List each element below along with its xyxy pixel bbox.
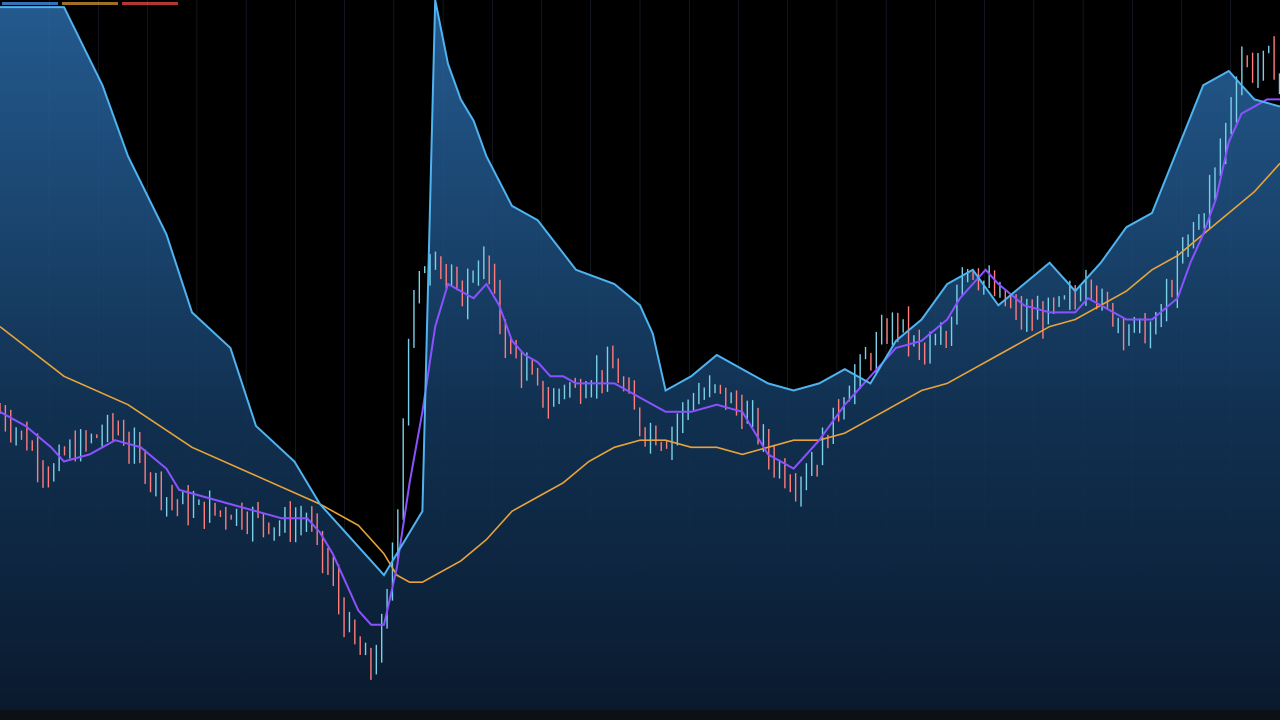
bottom-bar [0, 710, 1280, 720]
legend [2, 2, 178, 5]
long-ma-line [0, 162, 1280, 583]
upper-band-line [0, 0, 1280, 577]
legend-swatch [2, 2, 58, 5]
legend-swatch [62, 2, 118, 5]
short-ma-line [0, 98, 1280, 626]
legend-swatch [122, 2, 178, 5]
